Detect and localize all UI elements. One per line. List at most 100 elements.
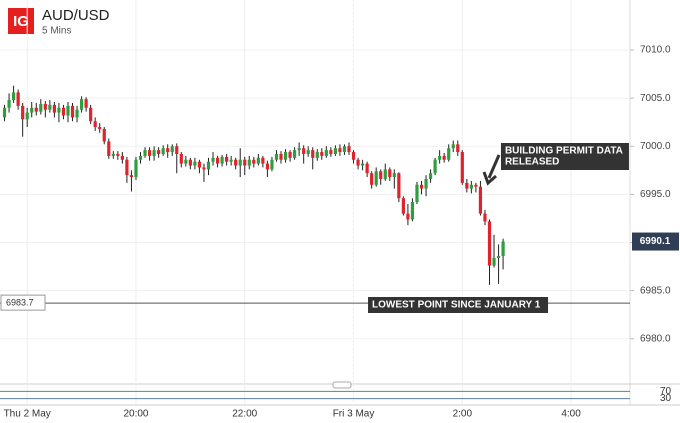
- candle-body: [16, 92, 20, 106]
- candle-body: [311, 150, 315, 158]
- candle-body: [125, 159, 129, 176]
- candle-body: [442, 155, 446, 160]
- candle-body: [433, 159, 437, 174]
- candle-body: [211, 157, 215, 162]
- candle-body: [147, 150, 152, 156]
- candle-body: [274, 153, 279, 160]
- candle-body: [2, 107, 7, 118]
- annotation-box: [368, 297, 549, 313]
- candle-body: [98, 127, 102, 129]
- candle-body: [356, 159, 360, 166]
- candle-body: [410, 202, 415, 220]
- x-tick-label: Thu 2 May: [4, 409, 51, 420]
- candle-body: [351, 152, 356, 160]
- candle-body: [102, 128, 106, 142]
- candle-body: [338, 148, 342, 153]
- candle-body: [243, 159, 247, 166]
- candle-body: [333, 148, 337, 154]
- candle-body: [25, 112, 29, 120]
- y-tick-label: 7010.0: [640, 45, 671, 56]
- candle-body: [84, 99, 88, 108]
- candle-body: [175, 146, 179, 154]
- x-tick-label: Fri 3 May: [333, 409, 375, 420]
- candle-body: [419, 184, 424, 189]
- candle-body: [48, 104, 52, 110]
- candle-body: [401, 198, 405, 214]
- annotation-text: LOWEST POINT SINCE JANUARY 1: [372, 300, 541, 311]
- candle-body: [161, 148, 165, 154]
- y-tick-label: 6980.0: [640, 333, 671, 344]
- candle-body: [478, 186, 483, 214]
- candle-body: [465, 182, 469, 189]
- candle-body: [197, 161, 202, 168]
- candle-body: [170, 146, 174, 153]
- candle-body: [288, 152, 292, 158]
- reference-label: 6983.7: [6, 298, 34, 308]
- candle-body: [501, 241, 505, 256]
- candle-body: [447, 148, 451, 160]
- candle-body: [397, 173, 401, 199]
- candle-body: [188, 159, 192, 166]
- candle-body: [265, 163, 270, 170]
- candle-body: [202, 167, 206, 170]
- candle-body: [293, 150, 297, 158]
- last-price-label: 6990.1: [640, 236, 671, 247]
- candle-body: [315, 152, 319, 158]
- candle-body: [143, 150, 147, 156]
- candle-body: [57, 107, 61, 113]
- chart-subtitle: 5 Mins: [42, 26, 71, 37]
- candle-body: [320, 152, 324, 156]
- candle-body: [220, 156, 224, 164]
- candle-body: [370, 173, 374, 185]
- candle-body: [302, 148, 306, 154]
- candle-body: [474, 184, 478, 187]
- candle-body: [247, 159, 251, 166]
- candle-body: [157, 150, 161, 154]
- candle-body: [93, 121, 97, 128]
- reference-label-box: [0, 294, 46, 311]
- indicator-tick-label: 70: [660, 386, 672, 397]
- candle-body: [283, 152, 288, 160]
- candle-body: [7, 100, 11, 108]
- y-tick-label: 6985.0: [640, 285, 671, 296]
- candle-body: [496, 255, 501, 258]
- candle-body: [79, 99, 84, 110]
- candle-body: [342, 146, 347, 153]
- candle-body: [279, 153, 283, 160]
- candle-body: [11, 92, 16, 101]
- candle-body: [89, 107, 93, 122]
- logo-box: [8, 8, 34, 34]
- candle-body: [39, 103, 43, 112]
- candle-body: [261, 157, 265, 164]
- candle-body: [469, 184, 473, 189]
- candle-body: [111, 153, 115, 156]
- candle-body: [166, 148, 170, 153]
- y-tick-label: 6995.0: [640, 189, 671, 200]
- candle-body: [483, 213, 487, 222]
- candle-body: [456, 144, 460, 153]
- candle-body: [129, 175, 134, 178]
- candle-body: [365, 163, 369, 174]
- candle-body: [66, 105, 70, 116]
- candle-body: [61, 107, 66, 116]
- y-tick-label: 7005.0: [640, 93, 671, 104]
- annotation-box: [500, 143, 629, 170]
- candle-body: [70, 105, 75, 118]
- candle-body: [451, 144, 455, 149]
- candle-body: [116, 153, 120, 156]
- annotation-text: RELEASED: [505, 157, 559, 168]
- annotation-arrow: [482, 154, 501, 186]
- last-price-box: [632, 232, 679, 251]
- x-tick-label: 2:00: [453, 409, 473, 420]
- candle-body: [52, 104, 56, 113]
- indicator-tick-label: 30: [660, 393, 672, 404]
- panel-handle[interactable]: [332, 381, 352, 389]
- candle-body: [206, 161, 211, 170]
- candle-body: [383, 169, 387, 179]
- candle-body: [152, 150, 156, 156]
- candle-body: [134, 159, 138, 178]
- candle-body: [329, 150, 333, 154]
- candle-body: [252, 159, 256, 164]
- x-tick-label: 22:00: [232, 409, 257, 420]
